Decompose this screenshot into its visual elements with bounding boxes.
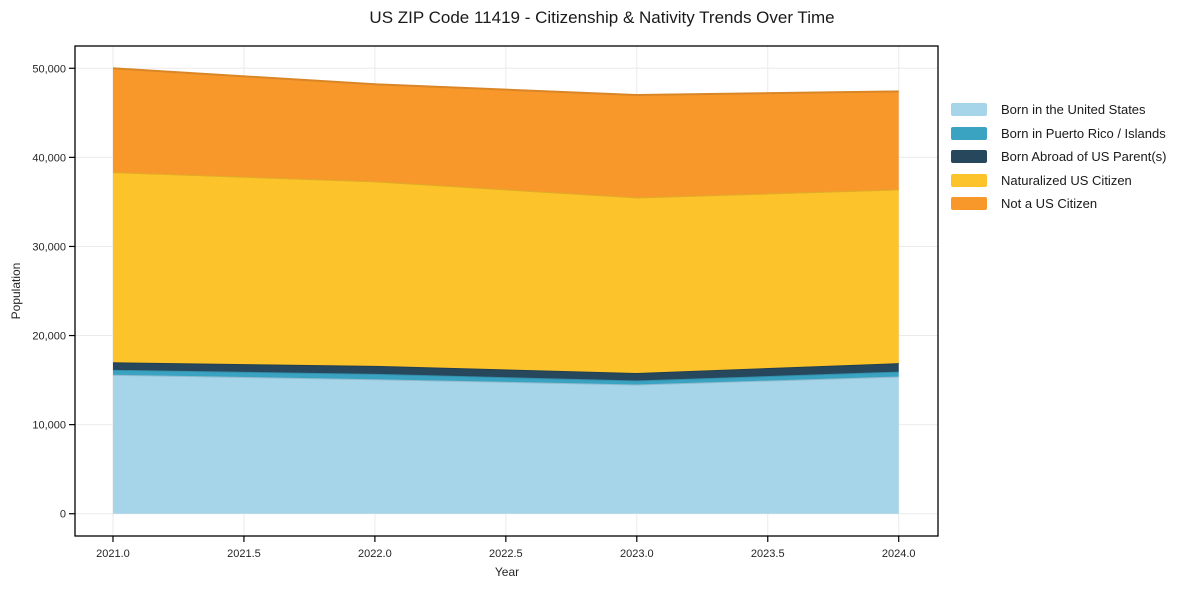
area-series-3 [112, 172, 899, 373]
legend-item-1: Born in Puerto Rico / Islands [951, 126, 1166, 141]
x-tick-label: 2022.0 [358, 548, 392, 560]
x-tick-label: 2023.0 [620, 548, 654, 560]
plot-border [74, 45, 939, 537]
y-tick-label: 0 [60, 509, 66, 521]
area-series-4 [112, 68, 899, 198]
legend-swatch [951, 150, 987, 163]
legend-swatch [951, 103, 987, 116]
area-series-0 [112, 374, 899, 514]
x-tick-label: 2022.5 [489, 548, 523, 560]
area-edge-series-4 [112, 67, 899, 96]
y-tick-label: 20,000 [32, 331, 66, 343]
legend-label: Born in Puerto Rico / Islands [1001, 125, 1166, 141]
legend-swatch [951, 173, 987, 187]
legend-label: Born in the United States [1001, 102, 1146, 117]
legend-item-2: Born Abroad of US Parent(s) [951, 149, 1166, 164]
x-tick-label: 2021.5 [227, 548, 261, 560]
legend-swatch [951, 126, 987, 140]
legend-item-0: Born in the United States [951, 102, 1166, 117]
legend-item-4: Not a US Citizen [951, 196, 1166, 211]
legend: Born in the United States Born in Puerto … [951, 102, 1166, 211]
legend-label: Naturalized US Citizen [1001, 172, 1132, 188]
legend-label: Born Abroad of US Parent(s) [1001, 149, 1167, 164]
y-tick-label: 30,000 [32, 241, 66, 253]
chart-title: US ZIP Code 11419 - Citizenship & Nativi… [369, 8, 835, 27]
x-tick-label: 2024.0 [882, 548, 916, 560]
legend-item-3: Naturalized US Citizen [951, 173, 1166, 188]
y-tick-label: 50,000 [32, 63, 66, 75]
y-tick-label: 10,000 [32, 420, 66, 432]
x-tick-label: 2021.0 [96, 548, 130, 560]
legend-label: Not a US Citizen [1001, 196, 1098, 211]
x-tick-label: 2023.5 [751, 548, 785, 560]
y-tick-label: 40,000 [32, 152, 66, 164]
legend-swatch [951, 197, 987, 210]
x-axis-label: Year [494, 565, 520, 579]
area-series-2 [112, 362, 899, 381]
